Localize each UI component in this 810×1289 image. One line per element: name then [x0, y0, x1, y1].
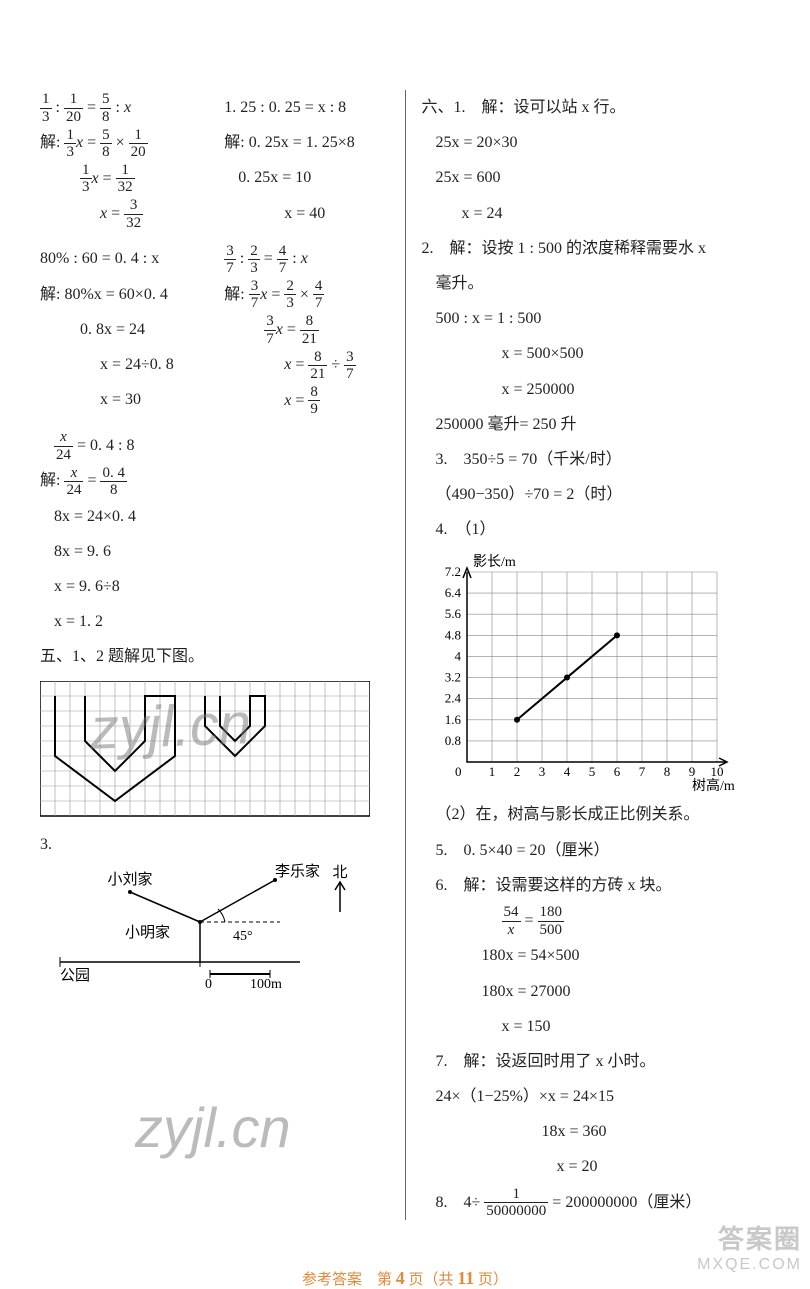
svg-text:李乐家: 李乐家: [275, 863, 320, 880]
svg-text:100m: 100m: [250, 977, 282, 992]
eq-block-3: x24 = 0. 4 : 8 解: x24 = 0. 48 8x = 24×0.…: [40, 428, 389, 639]
svg-text:1.6: 1.6: [444, 712, 461, 727]
svg-text:6: 6: [613, 764, 620, 779]
svg-text:4.8: 4.8: [444, 628, 460, 643]
right-column: 六、1. 解：设可以站 x 行。 25x = 20×30 25x = 600 x…: [406, 90, 771, 1220]
svg-text:10: 10: [710, 764, 723, 779]
svg-text:6.4: 6.4: [444, 586, 461, 601]
svg-text:3: 3: [538, 764, 545, 779]
svg-text:公园: 公园: [60, 967, 90, 984]
svg-text:4: 4: [563, 764, 570, 779]
svg-text:树高/m: 树高/m: [692, 777, 735, 794]
svg-text:0: 0: [205, 977, 212, 992]
eq-row-1: 13 : 120 = 58 : x 解: 13x = 58 × 120 13x …: [40, 90, 389, 231]
eq-row-2: 80% : 60 = 0. 4 : x 解: 80%x = 60×0. 4 0.…: [40, 241, 389, 418]
eq-block-2a: 80% : 60 = 0. 4 : x 解: 80%x = 60×0. 4 0.…: [40, 241, 204, 418]
svg-text:5: 5: [588, 764, 595, 779]
svg-text:小明家: 小明家: [125, 924, 170, 941]
shadow-chart: 影长/m 树高/m 0 0.8 1.6 2.4 3.2 4 4.8 5.6 6.4 7.2 1 2 3 4 5 6…: [422, 547, 742, 797]
svg-text:北: 北: [332, 864, 347, 881]
svg-text:0: 0: [455, 764, 462, 779]
svg-text:小刘家: 小刘家: [107, 871, 152, 888]
svg-text:9: 9: [688, 764, 695, 779]
section-5-head: 五、1、2 题解见下图。: [40, 639, 389, 674]
svg-text:2: 2: [513, 764, 520, 779]
svg-text:0.8: 0.8: [444, 733, 460, 748]
svg-text:7.2: 7.2: [444, 564, 460, 579]
svg-text:3.2: 3.2: [444, 670, 460, 685]
section-5-3: 3.: [40, 827, 389, 862]
svg-text:8: 8: [663, 764, 670, 779]
svg-text:5.6: 5.6: [444, 607, 461, 622]
grid-figure: [40, 681, 370, 821]
svg-text:7: 7: [638, 764, 645, 779]
left-column: 13 : 120 = 58 : x 解: 13x = 58 × 120 13x …: [40, 90, 406, 1220]
eq-block-1a: 13 : 120 = 58 : x 解: 13x = 58 × 120 13x …: [40, 90, 204, 231]
svg-text:1: 1: [488, 764, 495, 779]
svg-text:2.4: 2.4: [444, 691, 461, 706]
svg-text:45°: 45°: [233, 929, 253, 944]
eq-block-2b: 37 : 23 = 47 : x 解: 37x = 23 × 47 37x = …: [224, 241, 388, 418]
corner-watermark: 答案圈 MXQE.COM: [697, 1219, 802, 1274]
map-figure: 小刘家 李乐家 北 小明家 45° 公园 0 100m: [40, 862, 370, 992]
page-footer: 参考答案 第 4 页（共 11 页）: [0, 1268, 810, 1289]
eq-block-1b: 1. 25 : 0. 25 = x : 8 解: 0. 25x = 1. 25×…: [224, 90, 388, 231]
svg-text:影长/m: 影长/m: [473, 554, 516, 570]
svg-text:4: 4: [454, 649, 461, 664]
